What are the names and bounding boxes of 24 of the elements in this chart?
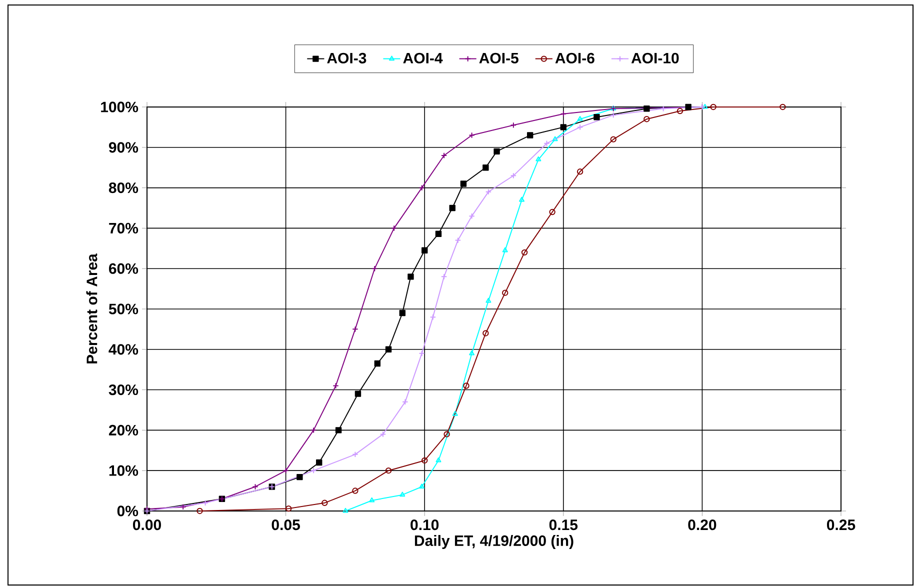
y-tick-label: 0% bbox=[117, 506, 138, 516]
x-tick-label: 0.20 bbox=[688, 520, 716, 530]
y-tick-label: 70% bbox=[109, 222, 138, 234]
legend-label: AOI-4 bbox=[403, 52, 443, 64]
y-tick-label: 50% bbox=[108, 304, 138, 314]
x-tick-label: 0.05 bbox=[272, 520, 300, 530]
x-axis-title: Daily ET, 4/19/2000 (in) bbox=[414, 535, 574, 549]
y-tick-label: 20% bbox=[108, 424, 138, 436]
y-tick-label: 40% bbox=[108, 344, 138, 355]
y-tick-label: 10% bbox=[109, 465, 138, 476]
legend-label: AOI-5 bbox=[479, 52, 518, 64]
x-tick-label: 0.00 bbox=[133, 520, 161, 530]
y-axis-title: Percent of Area bbox=[86, 253, 98, 364]
y-tick-label: 80% bbox=[108, 182, 138, 194]
x-tick-label: 0.15 bbox=[549, 520, 578, 530]
y-tick-label: 30% bbox=[108, 384, 138, 396]
y-tick-label: 90% bbox=[108, 142, 138, 153]
x-tick-label: 0.25 bbox=[826, 520, 856, 530]
legend-label: AOI-10 bbox=[631, 52, 679, 64]
y-tick-label: 60% bbox=[109, 263, 138, 274]
legend-label: AOI-3 bbox=[327, 52, 366, 64]
x-tick-label: 0.10 bbox=[410, 520, 439, 530]
y-tick-label: 100% bbox=[101, 102, 138, 112]
legend-label: AOI-6 bbox=[555, 52, 594, 64]
